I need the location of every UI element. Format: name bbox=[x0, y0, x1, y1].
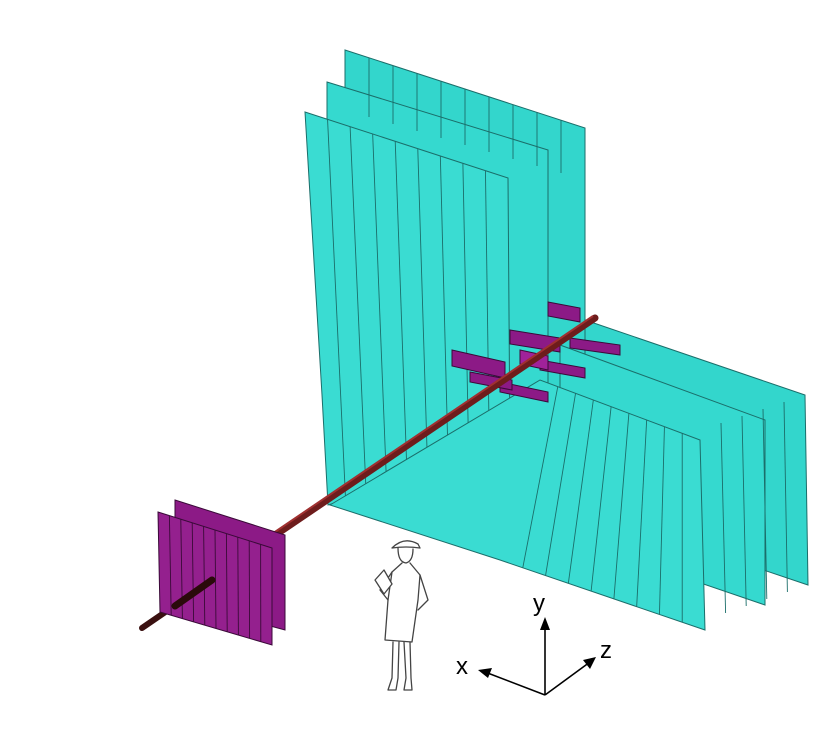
wall-slat bbox=[783, 401, 788, 593]
wall-slat bbox=[636, 419, 648, 607]
wall-slat bbox=[567, 399, 594, 584]
beam-pipe-upper bbox=[264, 314, 599, 544]
wall-slat bbox=[349, 126, 367, 493]
wall-slat bbox=[720, 422, 727, 614]
magnet-plate bbox=[547, 301, 581, 323]
y-axis-label: y bbox=[533, 590, 545, 617]
wall-slat bbox=[462, 163, 470, 463]
beam-pipe-front bbox=[171, 576, 216, 610]
module-slat bbox=[191, 522, 195, 622]
wall-slat bbox=[590, 406, 612, 592]
x-axis-arrowhead bbox=[478, 668, 492, 678]
wall-slat bbox=[658, 426, 665, 615]
wall-slat bbox=[394, 141, 408, 481]
upstream-magenta-module bbox=[157, 499, 286, 646]
wall-slat bbox=[545, 393, 576, 576]
wall-slat bbox=[613, 413, 630, 599]
coordinate-axes bbox=[478, 617, 596, 696]
downstream-detector-wall bbox=[328, 319, 809, 631]
wall-slat bbox=[762, 408, 768, 600]
wall-slat bbox=[522, 386, 559, 568]
x-axis-line bbox=[484, 671, 546, 696]
wall-right-layer-front bbox=[328, 379, 706, 631]
z-axis-arrowhead bbox=[583, 657, 596, 669]
wall-slat bbox=[327, 119, 347, 499]
human-figure-icon bbox=[374, 540, 429, 691]
z-axis-label: z bbox=[600, 637, 612, 664]
z-axis-line bbox=[544, 661, 591, 696]
wall-slat bbox=[372, 133, 388, 487]
y-axis-arrowhead bbox=[540, 617, 550, 630]
module-slat bbox=[214, 529, 217, 629]
beam-pipe-highlight bbox=[265, 315, 594, 539]
wall-slat bbox=[484, 170, 490, 457]
wall-right-slats bbox=[522, 386, 788, 623]
module-slat bbox=[203, 526, 206, 626]
magnet-plate bbox=[569, 337, 621, 356]
module-slats bbox=[168, 515, 262, 642]
wall-slat bbox=[417, 148, 429, 475]
module-slat bbox=[237, 537, 239, 636]
module-slat bbox=[168, 515, 172, 616]
upstream-detector-wall bbox=[304, 49, 586, 506]
wall-slat bbox=[741, 415, 747, 607]
x-axis-label: x bbox=[456, 653, 468, 680]
module-slat bbox=[225, 533, 228, 632]
